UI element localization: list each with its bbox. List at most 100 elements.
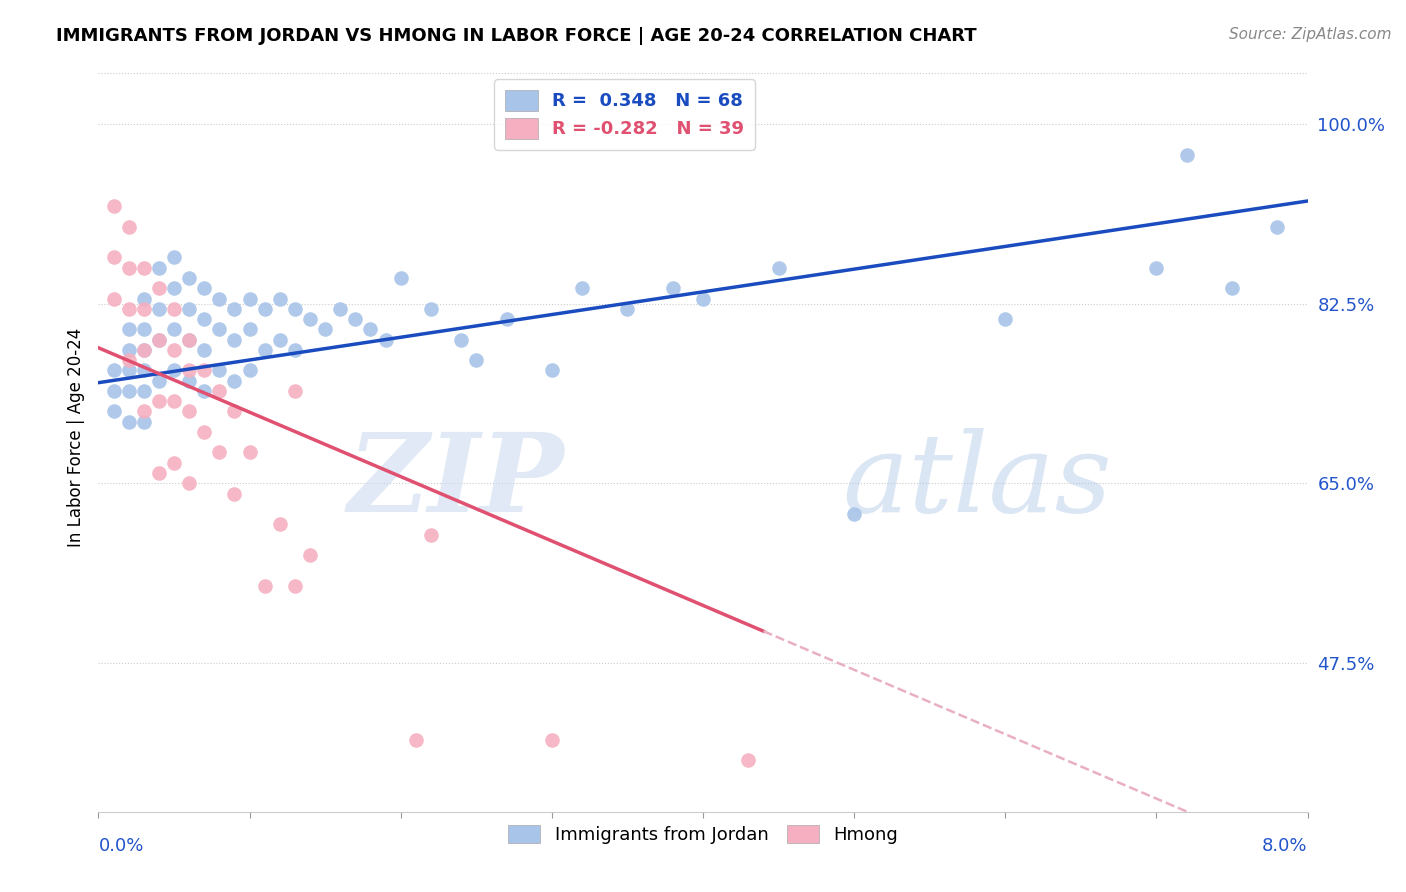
- Point: [208, 292, 231, 306]
- Point: [239, 292, 262, 306]
- Point: [179, 374, 201, 388]
- Point: [284, 301, 307, 316]
- Legend: Immigrants from Jordan, Hmong: Immigrants from Jordan, Hmong: [501, 818, 905, 851]
- Point: [389, 271, 412, 285]
- Point: [269, 517, 291, 532]
- Point: [299, 548, 322, 562]
- Point: [224, 486, 246, 500]
- Point: [103, 363, 125, 377]
- Point: [132, 415, 155, 429]
- Point: [768, 260, 790, 275]
- Text: Source: ZipAtlas.com: Source: ZipAtlas.com: [1229, 27, 1392, 42]
- Point: [118, 322, 141, 336]
- Point: [103, 251, 125, 265]
- Point: [374, 333, 396, 347]
- Point: [118, 260, 141, 275]
- Point: [118, 353, 141, 368]
- Point: [193, 425, 215, 439]
- Point: [994, 312, 1017, 326]
- Point: [103, 292, 125, 306]
- Point: [284, 343, 307, 357]
- Point: [163, 456, 186, 470]
- Point: [118, 343, 141, 357]
- Point: [208, 445, 231, 459]
- Point: [193, 281, 215, 295]
- Point: [179, 333, 201, 347]
- Point: [132, 363, 155, 377]
- Point: [571, 281, 593, 295]
- Point: [1146, 260, 1168, 275]
- Text: 8.0%: 8.0%: [1263, 838, 1308, 855]
- Point: [253, 301, 276, 316]
- Point: [179, 404, 201, 418]
- Point: [269, 292, 291, 306]
- Point: [148, 260, 170, 275]
- Point: [224, 404, 246, 418]
- Point: [132, 384, 155, 398]
- Point: [103, 199, 125, 213]
- Point: [692, 292, 714, 306]
- Point: [616, 301, 638, 316]
- Point: [360, 322, 382, 336]
- Point: [465, 353, 488, 368]
- Point: [103, 404, 125, 418]
- Point: [269, 333, 291, 347]
- Point: [132, 343, 155, 357]
- Point: [224, 333, 246, 347]
- Point: [179, 476, 201, 491]
- Point: [132, 260, 155, 275]
- Point: [118, 301, 141, 316]
- Point: [179, 363, 201, 377]
- Point: [495, 312, 517, 326]
- Point: [148, 466, 170, 480]
- Point: [132, 292, 155, 306]
- Point: [253, 579, 276, 593]
- Point: [253, 343, 276, 357]
- Point: [193, 384, 215, 398]
- Point: [179, 333, 201, 347]
- Point: [193, 312, 215, 326]
- Point: [450, 333, 472, 347]
- Point: [148, 333, 170, 347]
- Point: [540, 363, 562, 377]
- Point: [239, 322, 262, 336]
- Point: [239, 445, 262, 459]
- Point: [344, 312, 367, 326]
- Point: [103, 384, 125, 398]
- Point: [118, 384, 141, 398]
- Text: 0.0%: 0.0%: [98, 838, 143, 855]
- Point: [224, 301, 246, 316]
- Point: [148, 333, 170, 347]
- Point: [118, 415, 141, 429]
- Point: [420, 301, 443, 316]
- Point: [1175, 148, 1198, 162]
- Point: [163, 251, 186, 265]
- Text: atlas: atlas: [842, 428, 1112, 536]
- Point: [132, 343, 155, 357]
- Point: [420, 527, 443, 541]
- Point: [1267, 219, 1289, 234]
- Text: IMMIGRANTS FROM JORDAN VS HMONG IN LABOR FORCE | AGE 20-24 CORRELATION CHART: IMMIGRANTS FROM JORDAN VS HMONG IN LABOR…: [56, 27, 977, 45]
- Point: [208, 384, 231, 398]
- Point: [405, 732, 427, 747]
- Point: [132, 322, 155, 336]
- Point: [314, 322, 336, 336]
- Point: [163, 363, 186, 377]
- Point: [844, 507, 866, 521]
- Point: [132, 404, 155, 418]
- Text: ZIP: ZIP: [347, 428, 564, 536]
- Point: [118, 363, 141, 377]
- Point: [737, 753, 759, 767]
- Point: [163, 343, 186, 357]
- Point: [299, 312, 322, 326]
- Point: [148, 394, 170, 409]
- Point: [163, 281, 186, 295]
- Point: [179, 271, 201, 285]
- Point: [540, 732, 562, 747]
- Point: [208, 322, 231, 336]
- Y-axis label: In Labor Force | Age 20-24: In Labor Force | Age 20-24: [66, 327, 84, 547]
- Point: [239, 363, 262, 377]
- Point: [163, 322, 186, 336]
- Point: [193, 343, 215, 357]
- Point: [163, 301, 186, 316]
